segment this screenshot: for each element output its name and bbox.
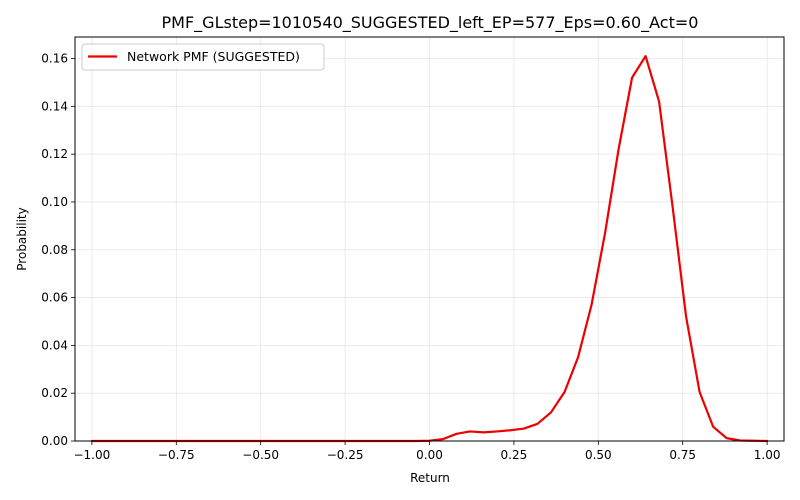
y-tick-label: 0.00 (41, 434, 68, 448)
x-tick-label: −0.25 (327, 448, 364, 462)
x-axis: −1.00 −0.75 −0.50 −0.25 0.00 0.25 0.50 0.75 1.00 (73, 441, 780, 462)
x-tick-label: −0.50 (242, 448, 279, 462)
x-axis-label: Return (410, 471, 450, 485)
y-tick-label: 0.06 (41, 291, 68, 305)
y-tick-label: 0.02 (41, 386, 68, 400)
x-tick-label: 0.00 (416, 448, 443, 462)
x-tick-label: −0.75 (158, 448, 195, 462)
y-axis-label: Probability (15, 207, 29, 270)
x-tick-label: 0.75 (669, 448, 696, 462)
y-tick-label: 0.14 (41, 99, 68, 113)
x-tick-label: 1.00 (754, 448, 781, 462)
y-tick-label: 0.12 (41, 147, 68, 161)
y-tick-label: 0.10 (41, 195, 68, 209)
chart-title: PMF_GLstep=1010540_SUGGESTED_left_EP=577… (162, 13, 699, 33)
y-axis: 0.00 0.02 0.04 0.06 0.08 0.10 0.12 0.14 0.16 (41, 52, 75, 448)
y-tick-label: 0.08 (41, 243, 68, 257)
x-tick-label: −1.00 (73, 448, 110, 462)
y-tick-label: 0.16 (41, 52, 68, 66)
legend: Network PMF (SUGGESTED) (81, 43, 325, 71)
legend-box (81, 43, 325, 71)
legend-label: Network PMF (SUGGESTED) (127, 49, 300, 64)
y-tick-label: 0.04 (41, 338, 68, 352)
x-tick-label: 0.50 (585, 448, 612, 462)
x-tick-label: 0.25 (501, 448, 528, 462)
